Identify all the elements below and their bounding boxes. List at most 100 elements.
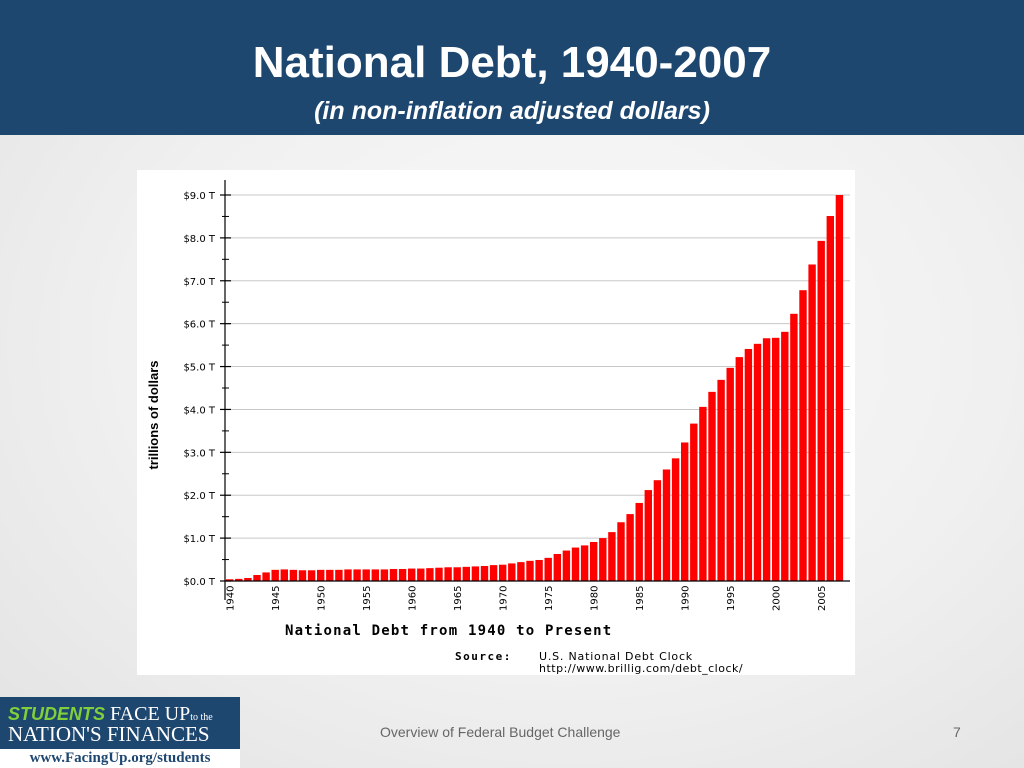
y-axis-label: trillions of dollars [146,360,161,469]
bar-1952 [335,569,343,581]
y-tick-label: $1.0 T [183,534,215,545]
bar-1976 [553,553,561,581]
bar-1991 [690,423,698,581]
x-tick-label: 1975 [544,586,555,611]
x-tick-label: 1960 [408,586,419,611]
x-tick-label: 1995 [726,586,737,611]
x-tick-label: 1965 [453,586,464,611]
bar-1957 [380,569,389,581]
bar-1967 [471,566,480,581]
bar-1985 [635,502,643,581]
bar-1993 [708,391,716,581]
y-tick-label: $4.0 T [183,405,215,416]
chart-title: National Debt from 1940 to Present [285,623,612,639]
bar-1970 [499,564,507,581]
bar-2002 [790,313,798,581]
bar-1968 [480,565,489,581]
bar-1972 [517,562,525,581]
bar-1974 [535,559,543,581]
logo-line-1: STUDENTS FACE UPto the [8,703,213,729]
bar-1950 [317,569,325,581]
bar-1965 [453,567,461,581]
y-tick-label: $3.0 T [183,448,215,459]
logo-to-the: to the [190,712,213,723]
x-tick-label: 1940 [226,586,237,611]
y-tick-label: $8.0 T [183,234,215,245]
x-tick-label: 2000 [772,586,783,611]
source-name: U.S. National Debt Clock [539,650,693,663]
x-tick-label: 1950 [317,586,328,611]
y-tick-label: $6.0 T [183,320,215,331]
bar-2005 [817,240,825,581]
bar-2006 [826,216,834,581]
bar-1940 [226,579,234,581]
axes [220,180,850,600]
students-face-up-logo: STUDENTS FACE UPto the NATION'S FINANCES… [0,697,240,768]
bar-1994 [717,379,725,581]
bar-1944 [262,572,270,581]
y-tick-label: $7.0 T [183,277,215,288]
logo-nations-finances: NATION'S FINANCES [8,722,210,746]
bar-1995 [726,367,734,581]
bar-1979 [580,545,589,581]
slide-header: National Debt, 1940-2007 (in non-inflati… [0,0,1024,135]
logo-students: STUDENTS [8,704,106,724]
x-tick-label: 1945 [271,586,282,611]
footer-title: Overview of Federal Budget Challenge [380,724,621,740]
bar-1958 [389,568,398,581]
bar-1996 [735,357,743,581]
bars [226,195,844,581]
bar-1953 [344,569,352,581]
chart-panel: $0.0 T $1.0 T $2.0 T $3.0 T $4.0 T $5.0 T $6.0… [137,170,855,675]
bar-1963 [435,567,443,581]
y-tick-label: $5.0 T [183,363,215,374]
x-tick-label: 1970 [499,586,510,611]
x-tick-label: 2005 [817,586,828,611]
y-tick-label: $9.0 T [183,191,215,202]
x-tick-label: 1990 [681,586,692,611]
bar-2007 [835,195,844,581]
bar-1986 [644,490,652,581]
bar-2000 [772,337,780,581]
bar-1981 [599,538,607,581]
bar-1969 [489,565,498,581]
source-label: Source: [455,650,512,663]
bar-1984 [626,514,634,581]
logo-url: www.FacingUp.org/students [0,749,240,768]
bar-2001 [781,331,789,581]
tick-labels: $0.0 T $1.0 T $2.0 T $3.0 T $4.0 T $5.0 T $6.0… [183,191,828,611]
y-tick-label: $0.0 T [183,577,215,588]
x-tick-label: 1955 [362,586,373,611]
bar-1992 [699,406,707,581]
bar-1942 [244,577,252,581]
x-tick-label: 1985 [635,586,646,611]
page-number: 7 [953,724,961,740]
bar-1966 [462,566,470,581]
slide-title: National Debt, 1940-2007 [252,38,772,87]
source-url: http://www.brillig.com/debt_clock/ [539,662,743,675]
y-tick-label: $2.0 T [183,491,215,502]
bar-1977 [562,550,571,581]
debt-bar-chart: $0.0 T $1.0 T $2.0 T $3.0 T $4.0 T $5.0 T $6.0… [146,180,850,675]
bar-2004 [808,264,816,581]
bar-1978 [571,547,580,581]
bar-1982 [608,532,616,581]
bar-1948 [298,570,307,581]
bar-1959 [398,568,407,581]
bar-1973 [526,560,534,581]
bar-1941 [235,578,243,581]
bar-1962 [426,568,434,581]
bar-1989 [671,458,680,581]
bar-1956 [371,569,379,581]
bar-1987 [653,480,662,581]
bar-1960 [408,568,416,581]
x-tick-label: 1980 [590,586,601,611]
bar-1951 [326,569,334,581]
bar-1997 [744,348,753,581]
bar-1947 [289,569,298,581]
bar-1946 [280,569,288,581]
grid-lines [225,194,850,539]
bar-1983 [617,522,625,581]
bar-1943 [253,574,261,581]
bar-1961 [417,568,425,581]
